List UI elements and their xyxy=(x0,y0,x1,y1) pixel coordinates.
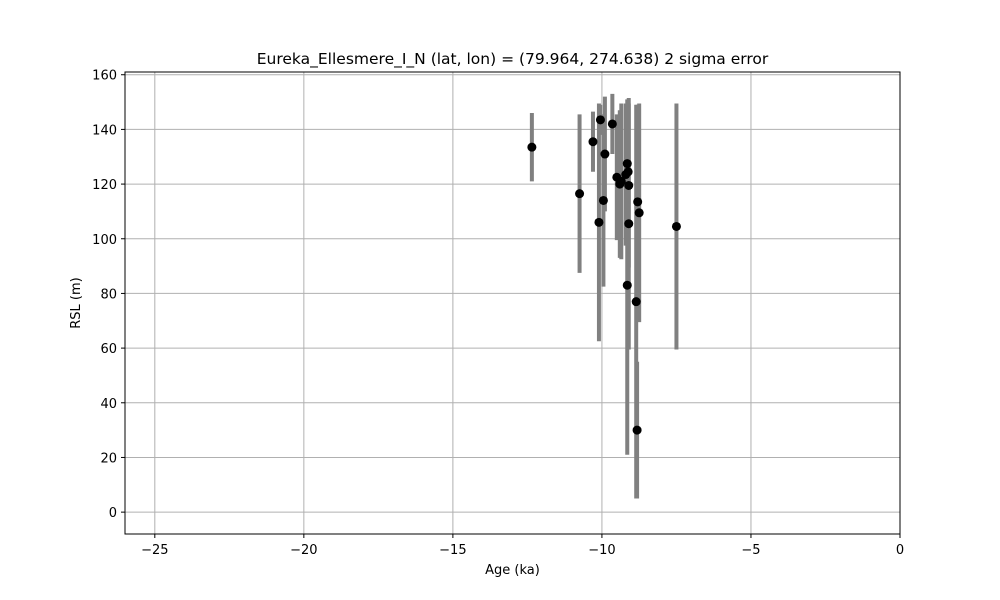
y-axis-ticks: 0 20 40 60 80 100 120 140 160 xyxy=(92,69,125,521)
data-point xyxy=(616,176,626,186)
data-point xyxy=(607,119,617,129)
y-tick-label: 60 xyxy=(100,342,117,357)
y-tick-label: 40 xyxy=(100,397,117,412)
y-tick-label: 100 xyxy=(92,233,117,248)
chart-title: Eureka_Ellesmere_I_N (lat, lon) = (79.96… xyxy=(257,50,769,69)
y-tick-label: 20 xyxy=(100,451,117,466)
x-tick-label: 0 xyxy=(896,543,904,558)
data-point xyxy=(632,425,642,435)
y-tick-label: 120 xyxy=(92,178,117,193)
data-point xyxy=(631,297,641,307)
data-point xyxy=(600,149,610,159)
data-point xyxy=(671,221,681,231)
x-axis-label: Age (ka) xyxy=(485,563,540,578)
x-tick-label: −25 xyxy=(141,543,168,558)
y-tick-label: 140 xyxy=(92,123,117,138)
x-tick-label: −10 xyxy=(588,543,615,558)
data-point xyxy=(595,115,605,125)
data-point xyxy=(622,159,632,169)
x-axis-ticks: −25 −20 −15 −10 −5 0 xyxy=(141,534,904,558)
data-point xyxy=(633,197,643,207)
y-tick-label: 0 xyxy=(109,506,117,521)
y-axis-label: RSL (m) xyxy=(69,277,84,328)
y-tick-label: 160 xyxy=(92,69,117,84)
data-point xyxy=(594,217,604,227)
data-point xyxy=(527,142,537,152)
x-tick-label: −5 xyxy=(741,543,760,558)
plot-frame xyxy=(124,71,901,535)
x-tick-label: −20 xyxy=(290,543,317,558)
data-point xyxy=(588,137,598,147)
x-tick-label: −15 xyxy=(439,543,466,558)
data-point xyxy=(624,180,634,190)
data-point xyxy=(624,219,634,229)
y-tick-label: 80 xyxy=(100,287,117,302)
data-point xyxy=(598,195,608,205)
data-point xyxy=(622,280,632,290)
data-points xyxy=(527,115,681,435)
data-point xyxy=(623,167,633,177)
data-point xyxy=(575,189,585,199)
data-point xyxy=(634,208,644,218)
